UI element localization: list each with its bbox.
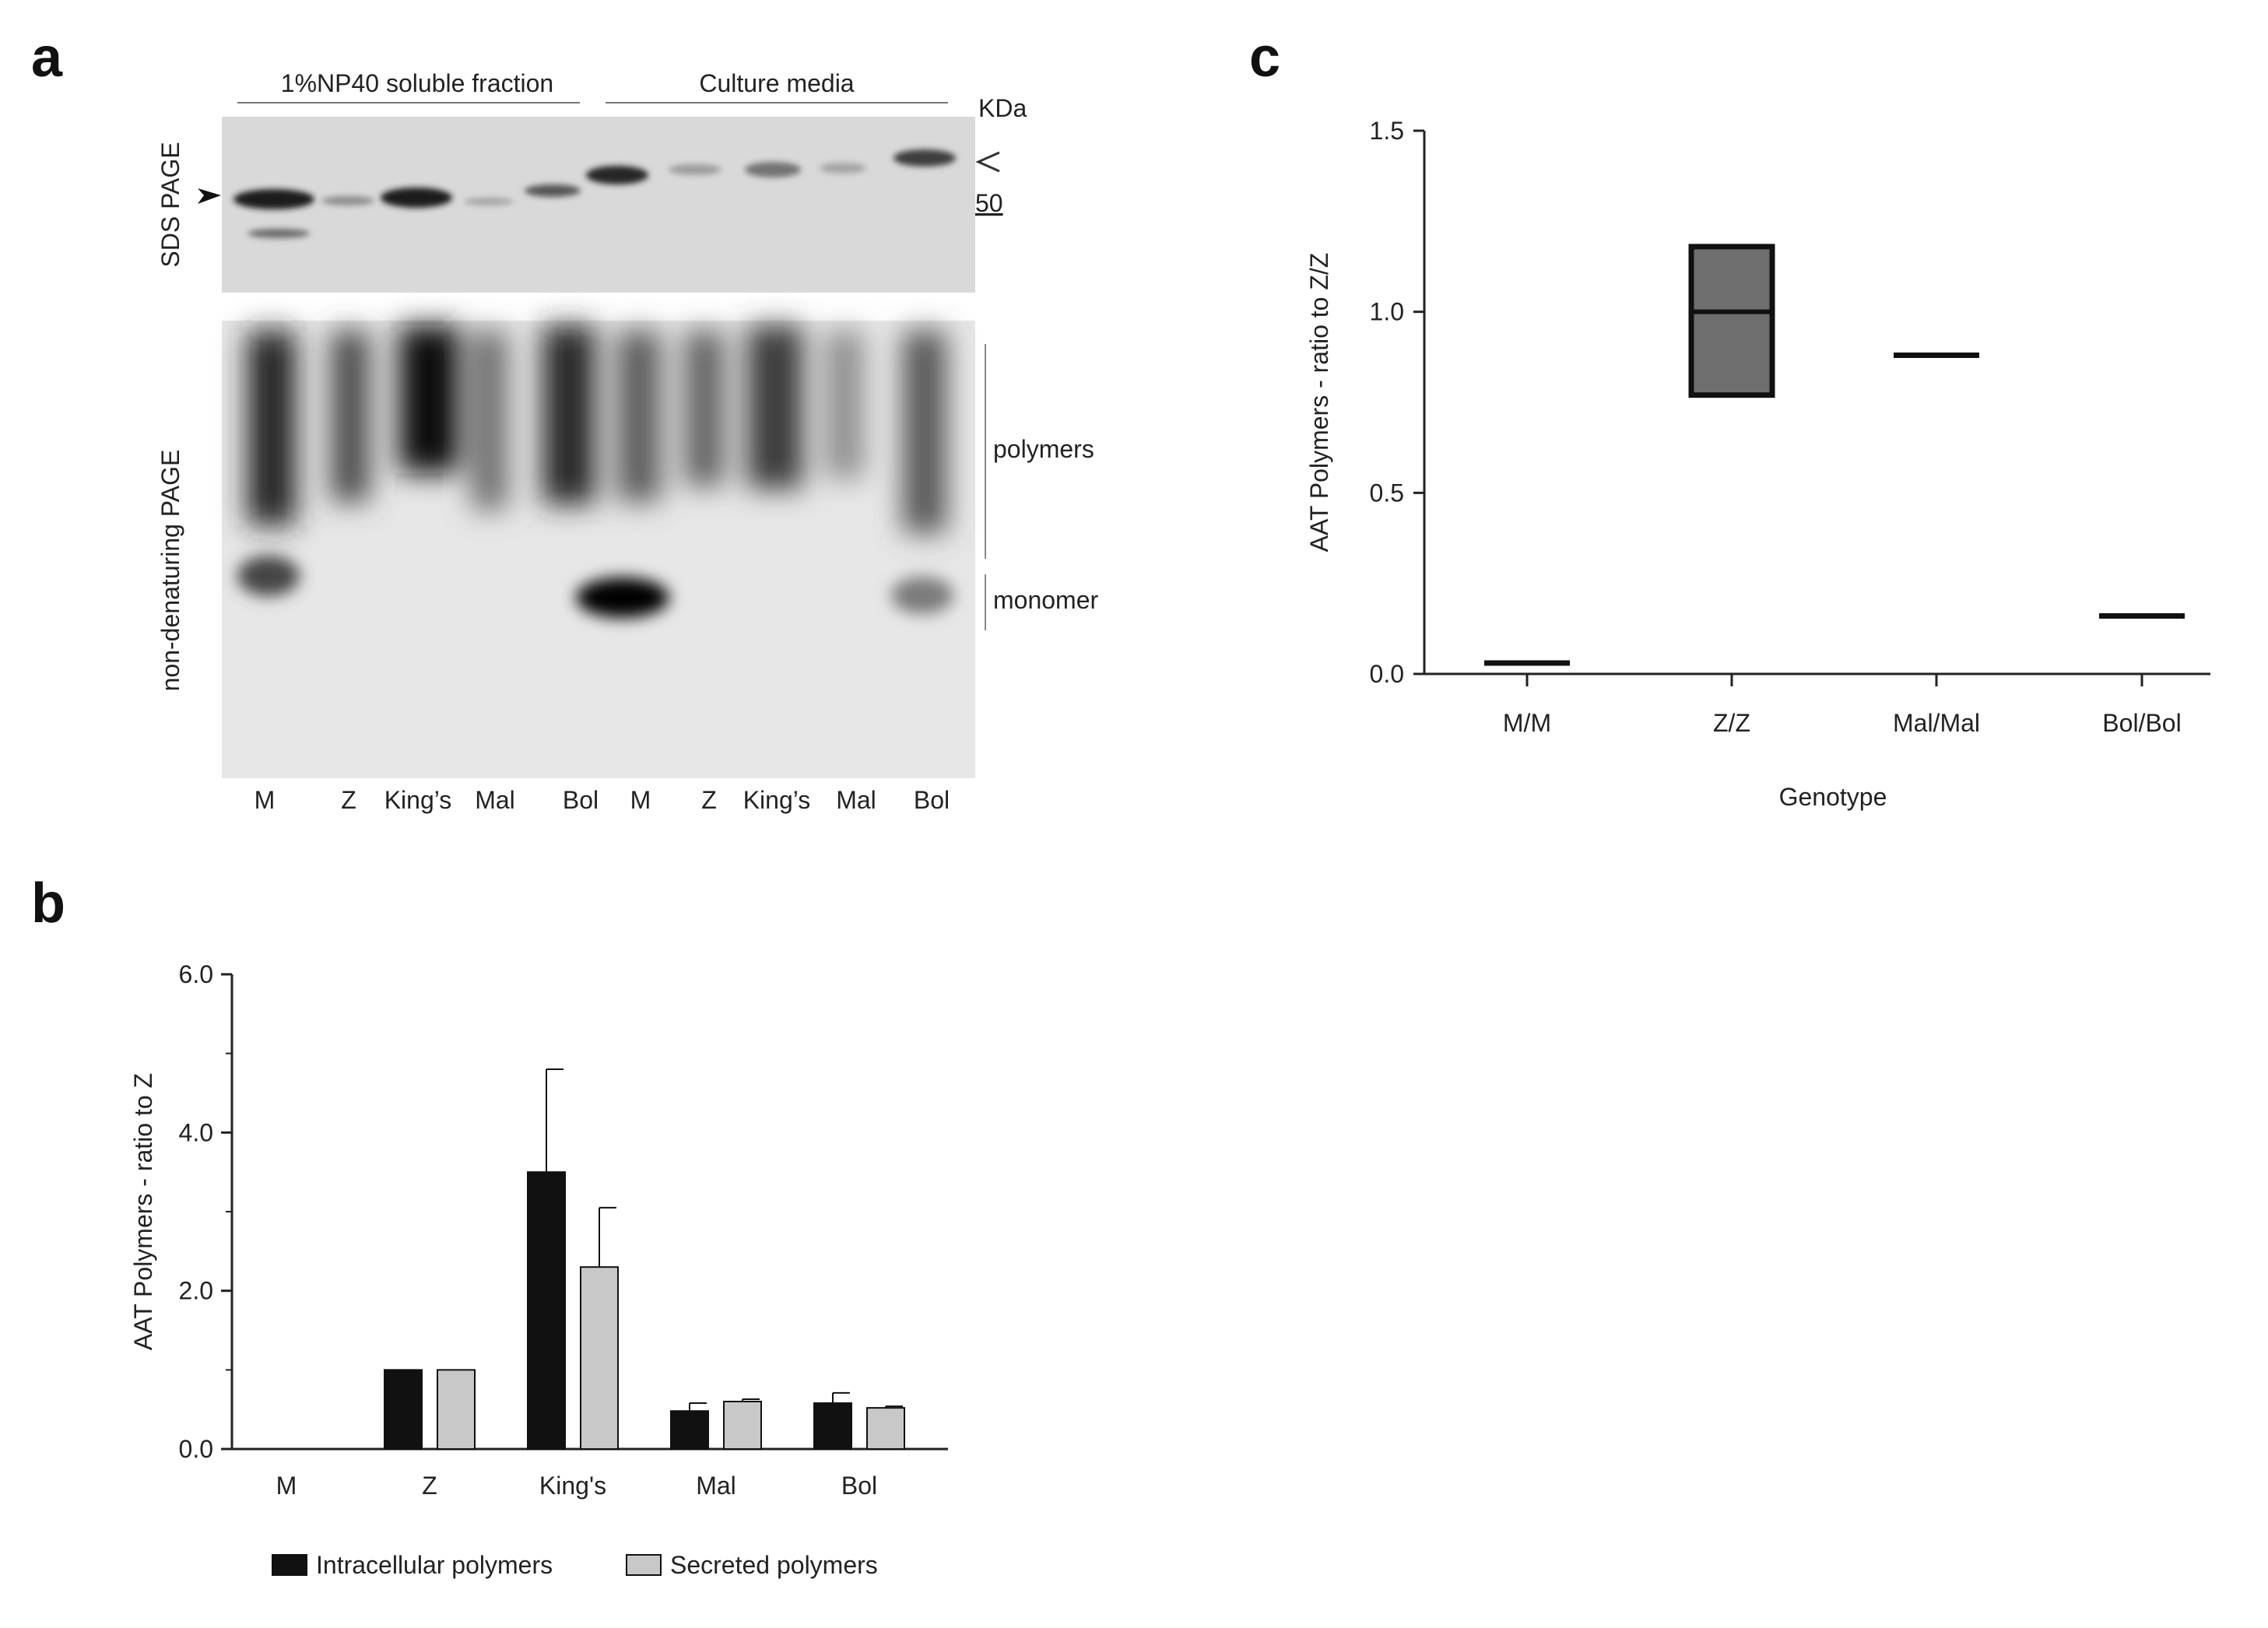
band-sds-mal-soluble (464, 198, 514, 205)
band-sds-kings-soluble (381, 188, 452, 208)
smear-m-media (617, 331, 661, 502)
lane-label: Mal (475, 786, 515, 814)
bar-intracellular (670, 1410, 709, 1450)
header-soluble-fraction: 1%NP40 soluble fraction (281, 69, 553, 97)
x-tick-label: Bol/Bol (2102, 709, 2181, 737)
band-sds-bol-media (894, 149, 956, 167)
legend-swatch (626, 1554, 662, 1576)
monomer-label: monomer (993, 586, 1099, 614)
panel-a: a 1%NP40 soluble fraction Culture media … (31, 26, 1099, 814)
smear-bol-soluble (542, 325, 595, 504)
bar-intracellular (813, 1402, 852, 1450)
lane-label: Z (341, 786, 356, 814)
x-tick-label: Z (422, 1472, 437, 1500)
y-tick-label: 1.5 (1370, 117, 1404, 145)
lane-label: M (630, 786, 651, 814)
panel-b: b 0.0 2.0 4.0 6.0 M Z King's Mal Bol AAT Polymers… (31, 872, 948, 1579)
smear-z-media (685, 331, 724, 486)
lane-label: M (255, 786, 276, 814)
legend-swatch (272, 1554, 307, 1576)
x-tick-label: M (276, 1472, 297, 1500)
bar-secreted (580, 1266, 619, 1450)
smear-mal-soluble (472, 331, 507, 510)
x-tick-label: Bol (841, 1472, 877, 1500)
x-tick-label: M/M (1503, 709, 1551, 737)
y-tick-label: 0.0 (179, 1435, 213, 1463)
kda-marker-50: 50 (975, 189, 1003, 217)
bar-chart: 0.0 2.0 4.0 6.0 M Z King's Mal Bol AAT Polymers -… (129, 960, 948, 1579)
lane-labels: M Z King’s Mal Bol M Z King’s Mal Bol (255, 786, 950, 814)
x-tick-label: Z/Z (1713, 709, 1750, 737)
y-tick-label: 0.5 (1370, 479, 1404, 507)
smear-kings-media (747, 325, 803, 489)
y-tick-label: 0.0 (1370, 660, 1404, 688)
y-tick-label: 2.0 (179, 1277, 213, 1305)
native-page-blot (222, 321, 975, 778)
box (1688, 244, 1775, 398)
x-tick-label: King's (539, 1472, 606, 1500)
lane-label: King’s (743, 786, 811, 814)
panel-letter-a: a (31, 26, 63, 89)
band-native-bol-media-monomer (891, 577, 953, 614)
box-chart: 0.0 0.5 1.0 1.5 M/M Z/Z Mal/Mal Bol/Bol Genotype… (1305, 117, 2210, 811)
band-sds-bol-soluble (525, 184, 581, 197)
x-tick-label: Mal/Mal (1893, 709, 1980, 737)
header-culture-media: Culture media (699, 69, 854, 97)
band-sds-m-lower (248, 229, 310, 238)
y-axis-label: AAT Polymers - ratio to Z/Z (1305, 253, 1333, 553)
lane-label: King’s (384, 786, 452, 814)
native-page-label: non-denaturing PAGE (156, 450, 184, 692)
band-sds-mal-media (820, 163, 866, 174)
lane-label: Bol (563, 786, 599, 814)
band-sds-m-media (586, 166, 648, 184)
smear-kings-soluble (398, 325, 461, 473)
sds-page-label: SDS PAGE (156, 142, 184, 267)
sds-page-blot (222, 117, 975, 293)
smear-z-soluble (331, 331, 370, 502)
bar-secreted (723, 1401, 762, 1450)
band-native-m-media-monomer (576, 577, 669, 618)
y-tick-label: 6.0 (179, 960, 213, 988)
arrowhead-filled-icon (198, 188, 221, 204)
arrowhead-open-icon (975, 151, 1000, 173)
band-native-m-soluble-monomer (237, 556, 300, 596)
y-tick-label: 1.0 (1370, 298, 1404, 326)
bar-intracellular (384, 1369, 423, 1451)
panel-letter-b: b (31, 872, 65, 935)
x-tick-label: Mal (696, 1472, 736, 1500)
lane-label: Z (701, 786, 717, 814)
legend-label: Intracellular polymers (316, 1551, 553, 1579)
smear-m-soluble (248, 331, 296, 525)
y-tick-label: 4.0 (179, 1118, 213, 1146)
band-sds-z-soluble (321, 196, 374, 205)
lane-label: Bol (914, 786, 950, 814)
band-sds-z-media (669, 164, 721, 175)
panel-c: c 0.0 0.5 1.0 1.5 M/M Z/Z Mal/Mal Bol/Bol Genoty… (1249, 26, 2210, 811)
smear-mal-media (825, 331, 864, 479)
band-sds-m-soluble (233, 189, 314, 209)
y-axis-label: AAT Polymers - ratio to Z (129, 1073, 157, 1350)
bar-secreted (866, 1407, 905, 1450)
x-axis-label: Genotype (1779, 783, 1887, 811)
polymers-label: polymers (993, 435, 1094, 463)
panel-letter-c: c (1249, 26, 1280, 89)
bar-secreted (437, 1369, 476, 1451)
lane-label: Mal (836, 786, 876, 814)
band-sds-kings-media (745, 162, 801, 177)
kda-label: KDa (978, 94, 1027, 122)
smear-bol-media (903, 331, 946, 533)
legend-label: Secreted polymers (670, 1551, 878, 1579)
bar-intracellular (527, 1171, 566, 1450)
